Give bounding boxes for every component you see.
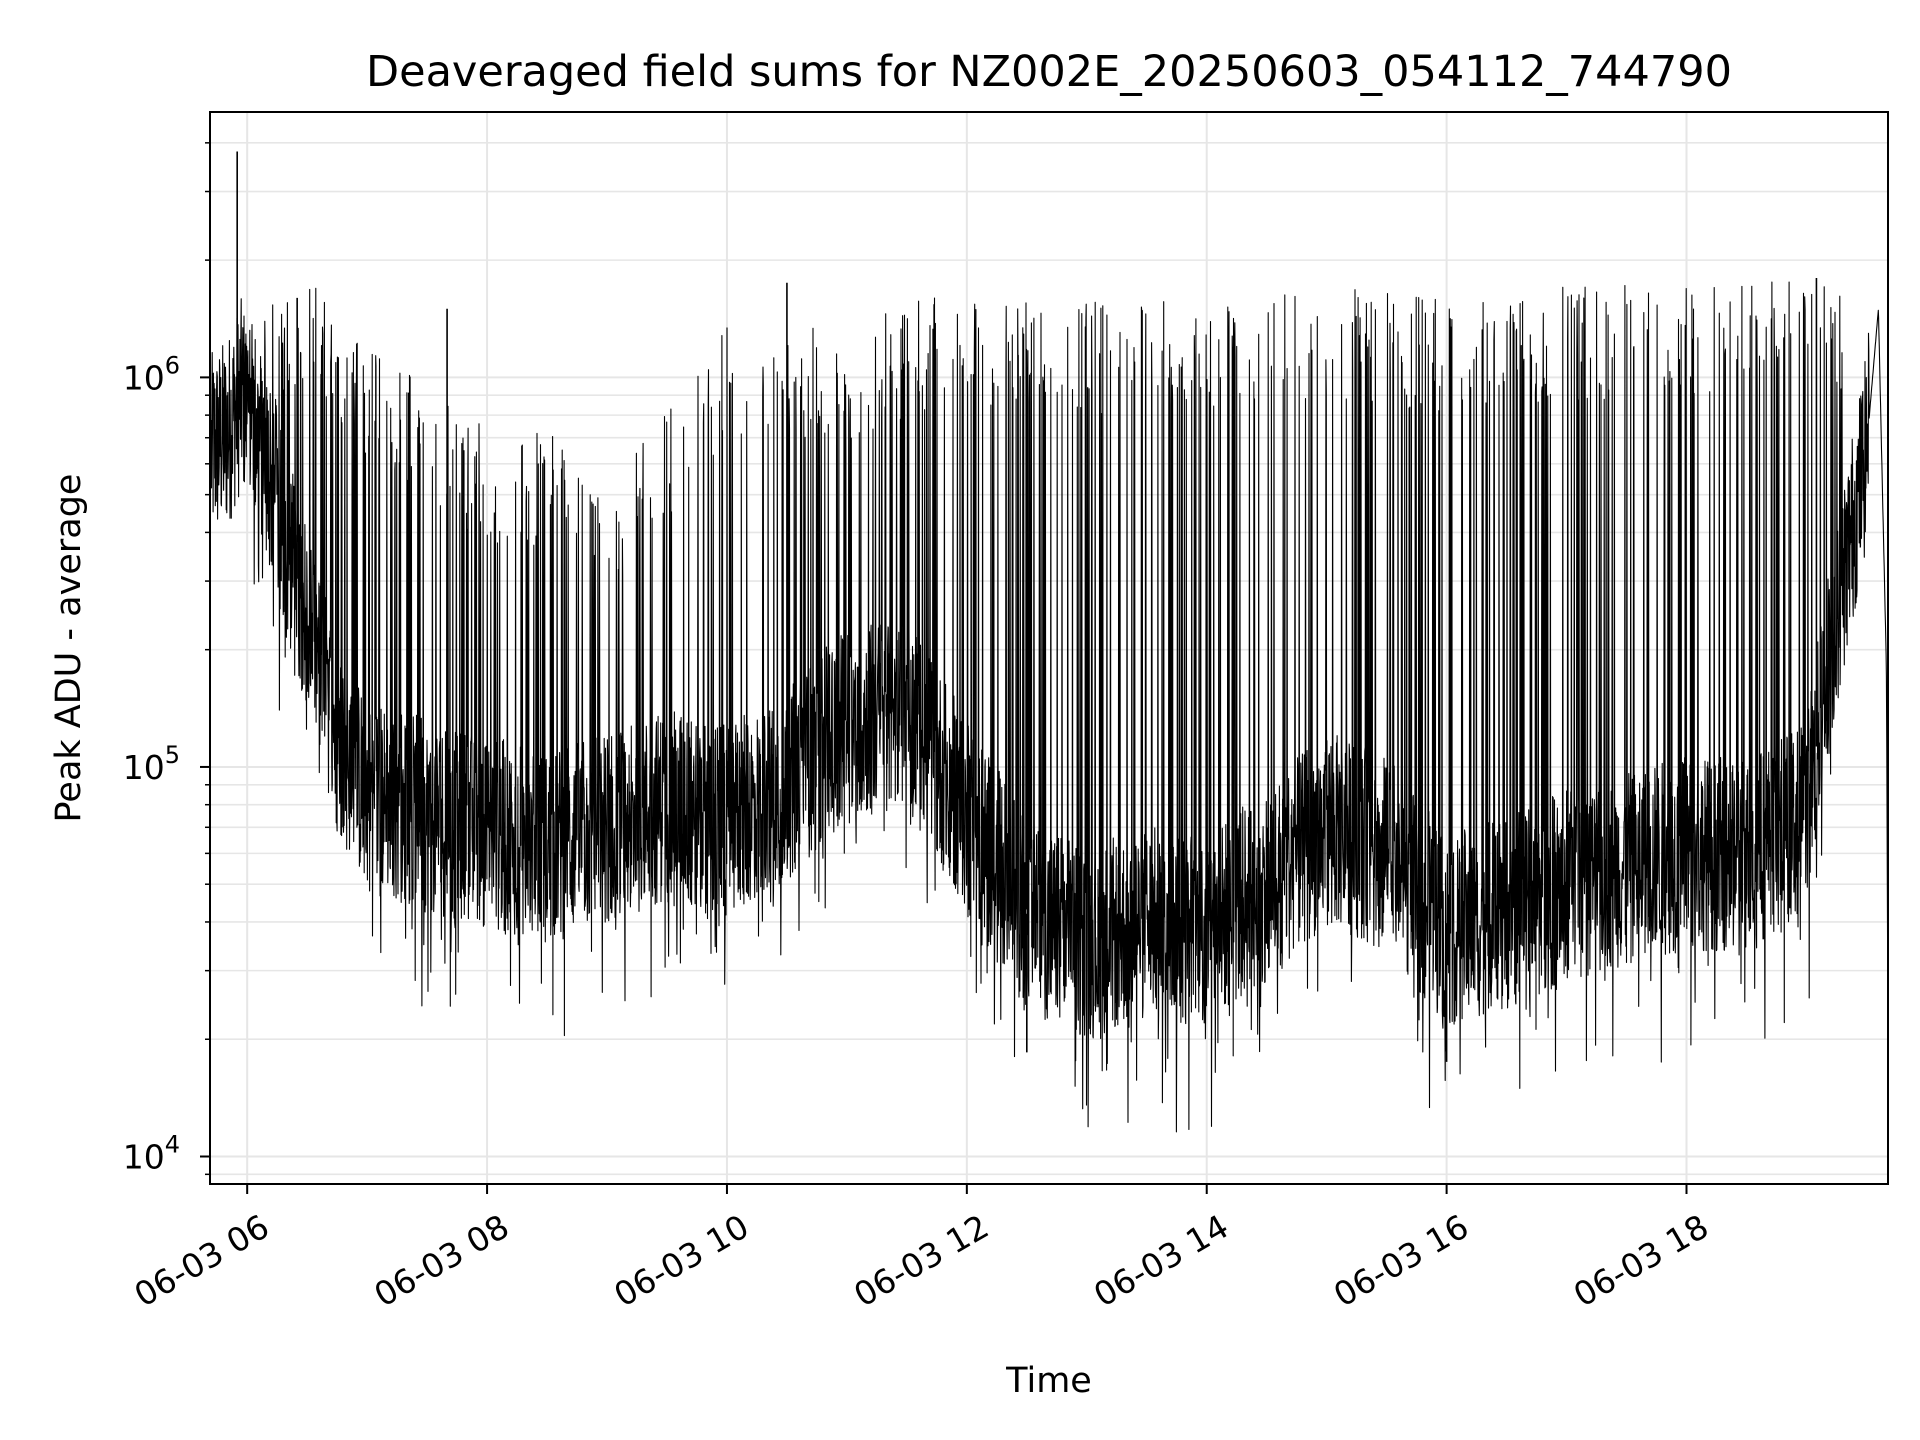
series-layer: [210, 151, 1889, 1133]
y-axis-title: Peak ADU - average: [49, 474, 89, 823]
plot-frame: [209, 111, 1889, 1185]
series-line: [210, 281, 1889, 1133]
y-tick-label: 105: [123, 741, 180, 787]
x-axis-title: Time: [1005, 1361, 1092, 1401]
chart-title: Deaveraged field sums for NZ002E_2025060…: [366, 47, 1732, 97]
y-tick-label: 106: [123, 351, 180, 397]
y-tick-label: 104: [123, 1131, 180, 1177]
